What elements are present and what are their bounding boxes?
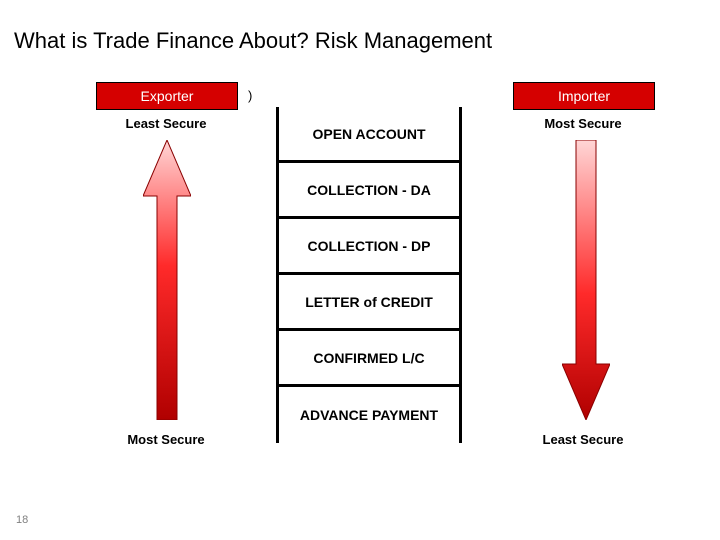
- importer-top-label: Most Secure: [513, 116, 653, 131]
- importer-header: Importer: [513, 82, 655, 110]
- rung-collection-da: COLLECTION - DA: [276, 163, 462, 219]
- exporter-arrow-up-icon: [143, 140, 193, 410]
- page-number: 18: [16, 514, 28, 526]
- page-title: What is Trade Finance About? Risk Manage…: [14, 28, 492, 54]
- importer-arrow-down-icon: [562, 140, 612, 410]
- rung-confirmed-lc: CONFIRMED L/C: [276, 331, 462, 387]
- payment-ladder: OPEN ACCOUNT COLLECTION - DA COLLECTION …: [276, 107, 462, 443]
- importer-bottom-label: Least Secure: [513, 432, 653, 447]
- rung-collection-dp: COLLECTION - DP: [276, 219, 462, 275]
- exporter-header: Exporter: [96, 82, 238, 110]
- rung-advance-payment: ADVANCE PAYMENT: [276, 387, 462, 443]
- exporter-bottom-label: Most Secure: [96, 432, 236, 447]
- stray-char: ): [248, 88, 252, 103]
- exporter-top-label: Least Secure: [96, 116, 236, 131]
- rung-open-account: OPEN ACCOUNT: [276, 107, 462, 163]
- rung-letter-of-credit: LETTER of CREDIT: [276, 275, 462, 331]
